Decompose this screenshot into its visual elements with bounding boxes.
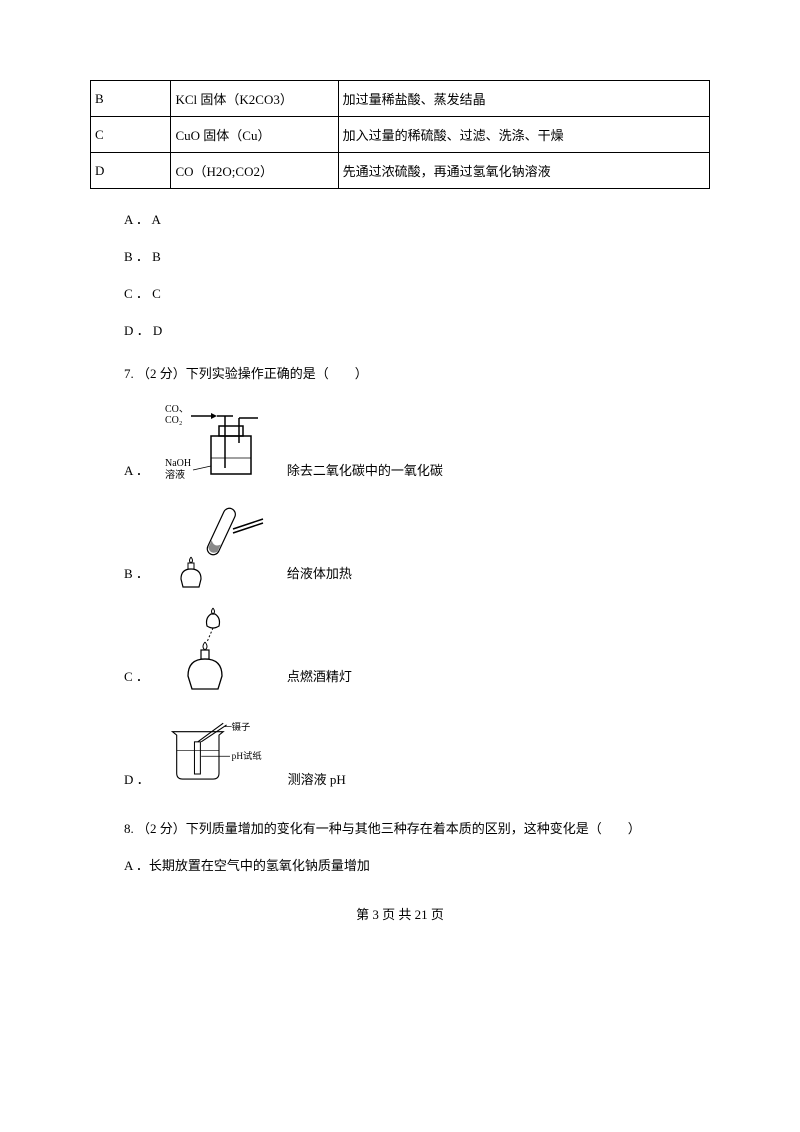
q7-option-d: D ． 镊子 pH试纸 测溶液 pH bbox=[124, 709, 710, 794]
q6-option-a: A ． A bbox=[124, 209, 710, 228]
option-letter: A ． bbox=[124, 460, 149, 485]
substance-cell: KCl 固体（K2CO3） bbox=[171, 81, 338, 117]
q7-option-c: C ． 点燃酒精灯 bbox=[124, 606, 710, 691]
heating-liquid-icon bbox=[163, 503, 273, 588]
opt-cell: D bbox=[91, 153, 171, 189]
page-total: 21 bbox=[415, 907, 428, 922]
naoh-label: NaOH bbox=[165, 458, 191, 469]
footer-prefix: 第 bbox=[356, 907, 372, 922]
footer-mid: 页 共 bbox=[379, 907, 415, 922]
method-cell: 加过量稀盐酸、蒸发结晶 bbox=[338, 81, 709, 117]
q6-option-d: D ． D bbox=[124, 320, 710, 339]
lighting-lamp-icon bbox=[163, 606, 273, 691]
gas-washing-icon: CO、 CO₂ NaOH 溶液 bbox=[163, 400, 273, 485]
q7-option-b: B ． 给液体加热 bbox=[124, 503, 710, 588]
q6-option-c: C ． C bbox=[124, 283, 710, 302]
opt-cell: B bbox=[91, 81, 171, 117]
q7-option-a: A ． CO、 CO₂ NaOH 溶液 bbox=[124, 400, 710, 485]
method-cell: 先通过浓硫酸，再通过氢氧化钠溶液 bbox=[338, 153, 709, 189]
option-caption: 测溶液 pH bbox=[288, 769, 346, 794]
purification-table: B KCl 固体（K2CO3） 加过量稀盐酸、蒸发结晶 C CuO 固体（Cu）… bbox=[90, 80, 710, 189]
ph-test-icon: 镊子 pH试纸 bbox=[164, 709, 274, 794]
option-letter: B ． bbox=[124, 563, 149, 588]
opt-cell: C bbox=[91, 117, 171, 153]
table-row: D CO（H2O;CO2） 先通过浓硫酸，再通过氢氧化钠溶液 bbox=[91, 153, 710, 189]
substance-cell: CO（H2O;CO2） bbox=[171, 153, 338, 189]
ph-paper-label: pH试纸 bbox=[231, 749, 261, 761]
substance-cell: CuO 固体（Cu） bbox=[171, 117, 338, 153]
table-row: C CuO 固体（Cu） 加入过量的稀硫酸、过滤、洗涤、干燥 bbox=[91, 117, 710, 153]
co-label: CO、 bbox=[165, 404, 189, 415]
option-caption: 给液体加热 bbox=[287, 563, 352, 588]
page-footer: 第 3 页 共 21 页 bbox=[90, 904, 710, 923]
method-cell: 加入过量的稀硫酸、过滤、洗涤、干燥 bbox=[338, 117, 709, 153]
solution-label: 溶液 bbox=[165, 468, 185, 481]
option-caption: 点燃酒精灯 bbox=[287, 666, 352, 691]
option-letter: C ． bbox=[124, 666, 149, 691]
q6-option-b: B ． B bbox=[124, 246, 710, 265]
option-caption: 除去二氧化碳中的一氧化碳 bbox=[287, 460, 443, 485]
q8-stem: 8. （2 分）下列质量增加的变化有一种与其他三种存在着本质的区别，这种变化是（… bbox=[124, 818, 710, 837]
q7-stem: 7. （2 分）下列实验操作正确的是（ ） bbox=[124, 363, 710, 382]
q8-option-a: A ．长期放置在空气中的氢氧化钠质量增加 bbox=[124, 855, 710, 874]
table-row: B KCl 固体（K2CO3） 加过量稀盐酸、蒸发结晶 bbox=[91, 81, 710, 117]
tweezers-label: 镊子 bbox=[231, 721, 250, 733]
footer-suffix: 页 bbox=[428, 907, 444, 922]
co2-label: CO₂ bbox=[165, 415, 182, 426]
option-letter: D ． bbox=[124, 769, 150, 794]
